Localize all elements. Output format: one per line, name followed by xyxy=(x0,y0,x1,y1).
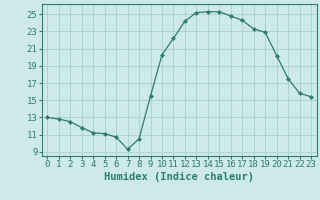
X-axis label: Humidex (Indice chaleur): Humidex (Indice chaleur) xyxy=(104,172,254,182)
